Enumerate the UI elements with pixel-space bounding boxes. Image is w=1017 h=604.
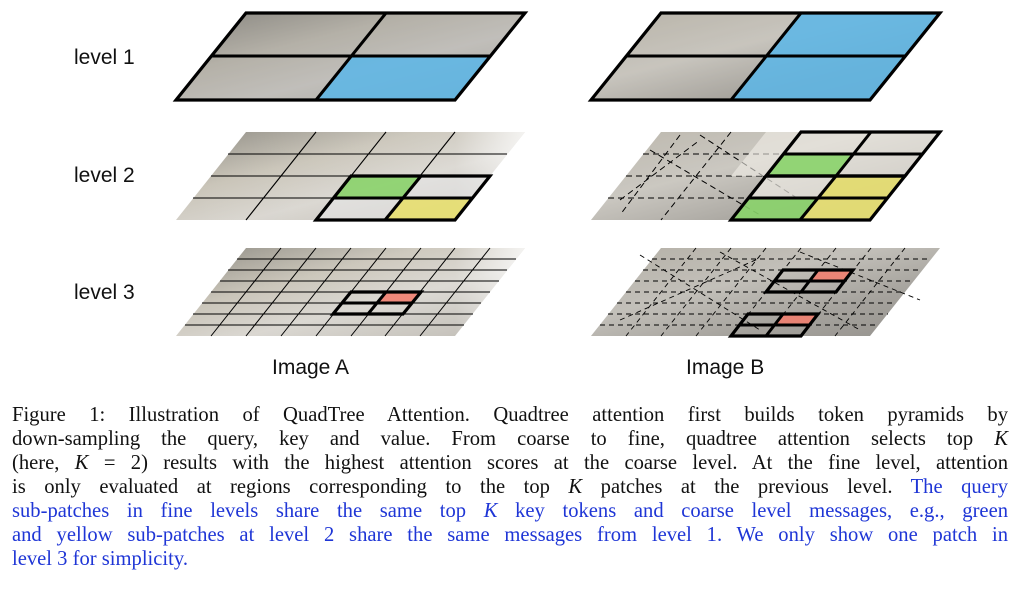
level-2-label: level 2 (74, 164, 135, 187)
image-b-level-2-yellow-patch-1 (818, 176, 905, 198)
quadtree-attention-figure: level 1 level 2 level 3 (74, 11, 944, 379)
caption-math-k: K (568, 476, 583, 498)
caption-math-k: K (74, 452, 89, 474)
image-b-level-2-green-patch-3 (731, 198, 818, 220)
caption-line-4: is only evaluated at regions correspondi… (12, 475, 1008, 499)
image-a-level-1-blue-patch (316, 56, 490, 100)
caption-text: down-sampling the query, key and value. … (12, 428, 995, 450)
caption-text: sub-patches in fine levels share the sam… (12, 500, 484, 522)
figure-caption: Figure 1: Illustration of QuadTree Atten… (12, 403, 1008, 571)
caption-line-3: (here, K = 2) results with the highest a… (12, 451, 1008, 475)
image-b-level-3-red-patch-2 (775, 314, 818, 325)
level-3-label: level 3 (74, 281, 135, 304)
level-1-label: level 1 (74, 46, 135, 69)
image-b-level-2-green-patch-2 (748, 176, 836, 198)
caption-text: = 2) results with the highest attention … (88, 452, 1009, 474)
image-a-label: Image A (272, 356, 349, 379)
image-a-level-3 (176, 247, 525, 337)
image-a-level-2-green-patch (333, 176, 421, 198)
caption-text: (here, (12, 452, 75, 474)
caption-text: key tokens and coarse level messages, e.… (497, 500, 1009, 522)
caption-math-k: K (483, 500, 498, 522)
image-a-level-2 (176, 131, 525, 222)
caption-line-1: Figure 1: Illustration of QuadTree Atten… (12, 404, 1008, 426)
image-a-level-3-red-patch (377, 292, 421, 303)
image-a-level-1 (172, 11, 529, 102)
image-b-level-3-red-patch-1 (810, 270, 853, 281)
caption-line-5: sub-patches in fine levels share the sam… (12, 499, 1008, 523)
caption-line-6: and yellow sub-patches at level 2 share … (12, 524, 1008, 546)
caption-text: patches at the previous level. (582, 476, 911, 498)
caption-text: is only evaluated at regions correspondi… (12, 476, 569, 498)
image-b-label: Image B (686, 356, 764, 379)
image-b-level-3 (591, 247, 940, 338)
caption-line-2: down-sampling the query, key and value. … (12, 427, 1008, 451)
image-b-level-2-green-patch-1 (766, 154, 853, 176)
caption-line-7: level 3 for simplicity. (12, 548, 188, 570)
image-a-level-2-yellow-patch (385, 198, 473, 220)
caption-math-k: K (994, 428, 1008, 450)
caption-highlight: The query (910, 476, 1008, 498)
image-b-level-2-yellow-patch-2 (800, 198, 888, 220)
image-b-level-1 (587, 11, 944, 102)
image-b-level-2 (591, 130, 944, 222)
